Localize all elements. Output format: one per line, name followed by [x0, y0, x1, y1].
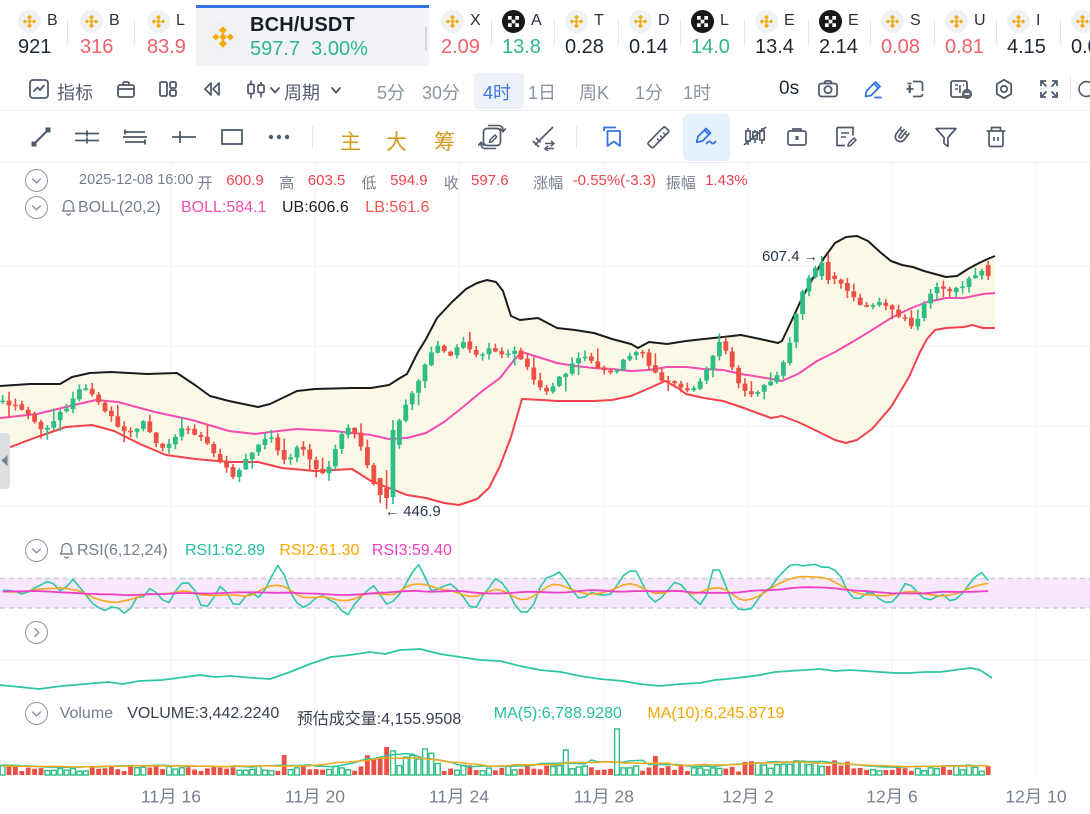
svg-text:11月 16: 11月 16	[141, 787, 201, 807]
svg-text:← 446.9: ← 446.9	[385, 503, 441, 520]
svg-text:607.4 →: 607.4 →	[762, 248, 818, 265]
svg-text:11月 20: 11月 20	[285, 787, 345, 807]
svg-text:11月 24: 11月 24	[429, 787, 489, 807]
svg-text:11月 28: 11月 28	[574, 787, 634, 807]
svg-text:12月 10: 12月 10	[1005, 787, 1067, 807]
svg-text:12月 2: 12月 2	[722, 787, 774, 807]
svg-text:12月 6: 12月 6	[866, 787, 918, 807]
